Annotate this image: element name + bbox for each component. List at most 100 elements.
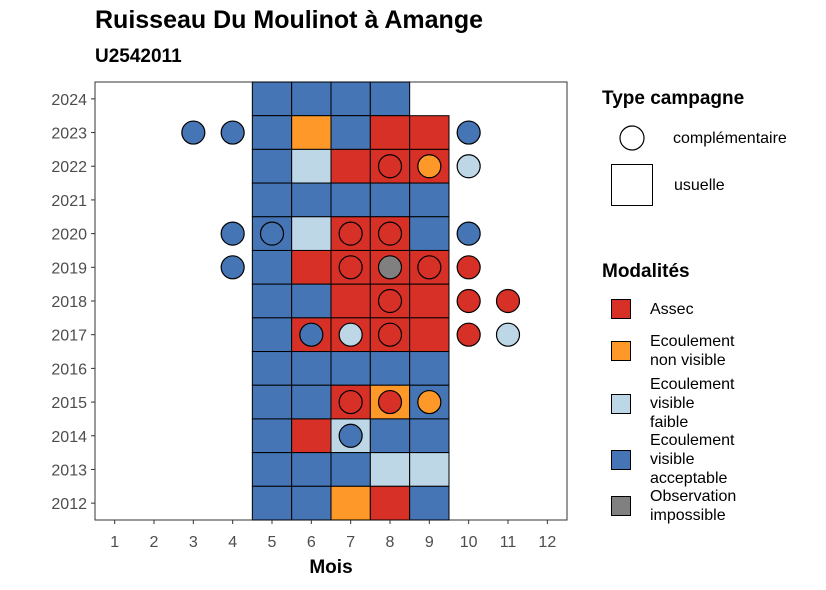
legend-label-assec: Assec [650,300,694,318]
circle-key-icon [619,125,645,151]
tile-2018-6 [291,283,332,319]
legend-label-observation_impossible: Observation impossible [650,488,737,524]
legend-modalites-title: Modalités [602,261,690,282]
legend-campagne-title: Type campagne [602,88,745,109]
point-2018-8 [377,288,403,314]
legend-item-usuelle: usuelle [602,164,725,206]
tile-2014-6 [291,418,332,454]
point-2017-8 [377,322,403,347]
x-tick-label-12: 12 [538,534,556,551]
tile-2022-6 [291,148,332,184]
tile-2024-8 [369,81,411,117]
x-tick-label-10: 10 [460,534,478,551]
x-axis-title: Mois [309,557,352,578]
legend-item-ecoulement_non_visible: Ecoulement non visible [602,332,735,370]
x-tick-label-6: 6 [307,534,316,551]
tile-2021-5 [251,182,293,218]
point-2018-11 [495,288,521,314]
tile-2014-8 [369,418,411,454]
legend-campagne: Type campagne complémentaire usuelle [602,88,787,206]
point-2023-3 [181,120,206,145]
point-2020-7 [338,221,363,246]
legend-swatch-assec [611,299,631,319]
point-2023-4 [220,120,245,145]
tile-2024-6 [291,81,332,117]
tile-2020-6 [291,216,332,251]
point-2020-5 [259,221,285,246]
legend-label-usuelle: usuelle [674,176,725,194]
point-2017-11 [495,322,521,347]
tile-2021-9 [409,182,450,218]
x-tick-label-3: 3 [189,534,198,551]
legend-swatch-ecoulement_non_visible [611,341,631,361]
tile-2015-6 [291,384,332,420]
y-tick-label-2022: 2022 [51,159,87,176]
legend-label-ecoulement_visible_acceptable: Ecoulement visible acceptable [650,432,735,487]
legend-label-complementaire: complémentaire [673,129,787,147]
x-tick-label-9: 9 [425,534,434,551]
tile-2013-5 [251,452,293,487]
tile-2021-6 [291,182,332,218]
point-2022-10 [456,154,481,179]
square-key-icon [611,164,653,206]
point-2017-6 [299,322,324,347]
tile-2021-8 [369,182,411,218]
y-tick-label-2017: 2017 [51,328,87,345]
tile-2012-6 [291,485,332,521]
x-tick-label-4: 4 [228,534,237,551]
x-tick-label-7: 7 [346,534,355,551]
point-2020-4 [220,221,245,246]
point-2019-10 [456,255,481,280]
legend-label-ecoulement_visible_faible: Ecoulement visible faible [650,376,735,431]
tile-2023-8 [369,115,411,150]
tile-2023-9 [409,115,450,150]
chart-title: Ruisseau Du Moulinot à Amange [95,6,484,34]
tile-2018-5 [251,283,293,319]
tile-2014-9 [409,418,450,454]
legend-label-ecoulement_non_visible: Ecoulement non visible [650,333,735,369]
point-2019-8 [377,255,403,280]
legend-modalites: Modalités Assec Ecoulement non visible Ecou… [602,261,736,524]
tile-2013-7 [330,452,371,487]
tile-2023-7 [330,115,371,150]
point-2018-10 [456,288,481,314]
y-tick-label-2016: 2016 [51,361,87,378]
tile-2016-8 [369,351,411,386]
point-2023-10 [456,120,481,145]
tile-2021-7 [330,182,371,218]
tile-2012-9 [409,485,450,521]
y-tick-label-2024: 2024 [51,92,87,109]
tile-2018-7 [330,283,371,319]
tile-2015-5 [251,384,293,420]
tile-2013-6 [291,452,332,487]
tile-2022-5 [251,148,293,184]
tile-2014-5 [251,418,293,454]
tile-2016-7 [330,351,371,386]
y-tick-label-2018: 2018 [51,294,87,311]
chart-subtitle: U2542011 [95,46,182,67]
tile-2024-7 [330,81,371,117]
point-2022-9 [417,154,442,179]
tile-2022-7 [330,148,371,184]
legend-item-observation_impossible: Observation impossible [602,487,736,525]
x-tick-label-1: 1 [110,534,119,551]
tile-2024-5 [251,81,293,117]
y-tick-label-2023: 2023 [51,126,87,143]
tile-2023-5 [251,115,293,150]
point-2022-8 [377,154,403,179]
tile-2019-5 [251,249,293,285]
legend-swatch-ecoulement_visible_acceptable [611,449,631,470]
point-2015-9 [417,389,442,415]
x-tick-label-5: 5 [268,534,277,551]
y-tick-label-2012: 2012 [51,496,87,513]
point-2015-8 [377,389,403,415]
tile-2013-8 [369,452,411,487]
legend-item-complementaire: complémentaire [602,125,787,169]
point-2020-10 [456,221,481,246]
point-2015-7 [338,389,363,415]
legend-swatch-ecoulement_visible_faible [611,393,631,414]
legend-item-ecoulement_visible_acceptable: Ecoulement visible acceptable [602,431,735,488]
point-2019-7 [338,255,363,280]
y-tick-label-2020: 2020 [51,227,87,244]
point-2017-10 [456,322,481,347]
